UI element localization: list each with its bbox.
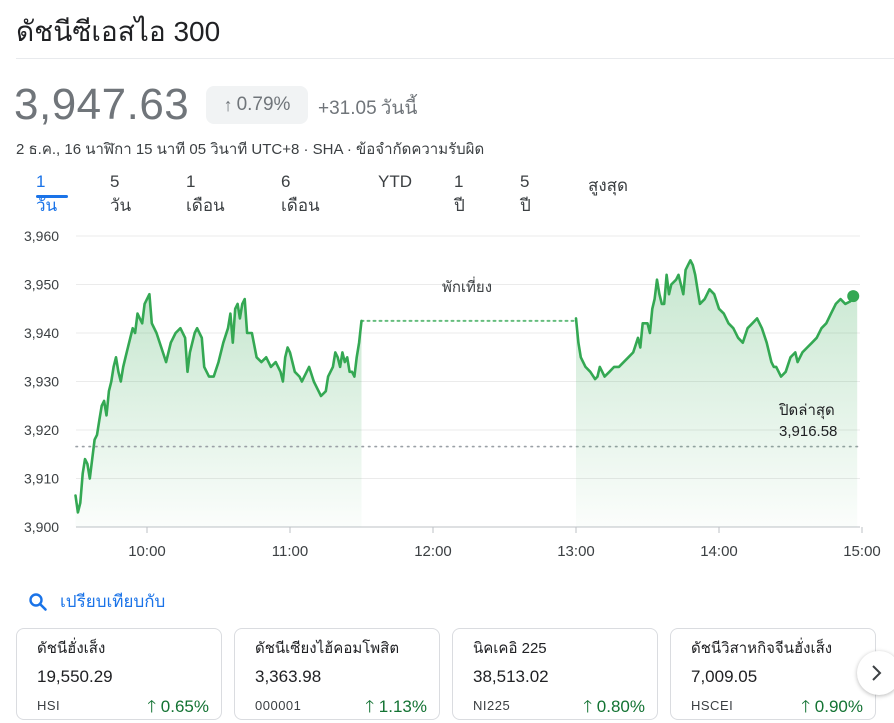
arrow-up-icon: 🡑 bbox=[147, 697, 157, 716]
y-tick-label: 3,960 bbox=[24, 228, 59, 244]
compare-label: เปรียบเทียบกับ bbox=[60, 592, 166, 611]
card-change-value: 0.65% bbox=[160, 697, 209, 716]
next-cards-button[interactable] bbox=[857, 651, 894, 695]
tab-1-year[interactable]: 1 ปี bbox=[454, 172, 465, 215]
y-tick-label: 3,950 bbox=[24, 277, 59, 293]
header-divider bbox=[16, 58, 894, 59]
page-title: ดัชนีซีเอสไอ 300 bbox=[16, 16, 221, 47]
active-tab-indicator bbox=[36, 195, 68, 198]
y-tick-label: 3,920 bbox=[24, 422, 59, 438]
morning-session-line bbox=[74, 292, 363, 514]
y-tick-label: 3,930 bbox=[24, 374, 59, 390]
compare-card-hsi[interactable]: ดัชนีฮั่งเส็ง 19,550.29 HSI 🡑 0.65% bbox=[16, 628, 222, 720]
card-change: 🡑 0.80% bbox=[583, 694, 645, 723]
card-ticker: 000001 bbox=[255, 698, 302, 713]
x-tick-label: 10:00 bbox=[128, 543, 166, 560]
previous-close-label: ปิดล่าสุด bbox=[778, 402, 835, 420]
compare-card-000001[interactable]: ดัชนีเซียงไฮ้คอมโพสิต 3,363.98 000001 🡑 … bbox=[234, 628, 440, 720]
tab-ytd[interactable]: YTD bbox=[378, 172, 412, 191]
card-name: ดัชนีวิสาหกิจจีนฮั่งเส็ง bbox=[691, 640, 833, 657]
tab-1-month[interactable]: 1 เดือน bbox=[186, 172, 225, 215]
x-tick-label: 12:00 bbox=[414, 543, 452, 560]
search-icon bbox=[29, 592, 47, 611]
tab-5-days[interactable]: 5 วัน bbox=[110, 172, 132, 215]
compare-button[interactable]: เปรียบเทียบกับ bbox=[28, 588, 165, 615]
y-tick-label: 3,940 bbox=[24, 325, 59, 341]
card-name: ดัชนีเซียงไฮ้คอมโพสิต bbox=[255, 640, 400, 657]
tab-1-day[interactable]: 1 วัน bbox=[36, 172, 58, 215]
percent-change-badge: ↑ 0.79% bbox=[206, 86, 308, 124]
card-change-value: 0.80% bbox=[596, 697, 645, 716]
absolute-change: +31.05 วันนี้ bbox=[318, 93, 417, 123]
x-tick-label: 13:00 bbox=[557, 543, 595, 560]
card-value: 7,009.05 bbox=[691, 667, 758, 686]
quote-meta: 2 ธ.ค., 16 นาฬิกา 15 นาที 05 วินาที UTC+… bbox=[16, 141, 485, 158]
card-change-value: 0.90% bbox=[814, 697, 863, 716]
lunch-break-label: พักเที่ยง bbox=[442, 276, 492, 296]
x-tick-label: 15:00 bbox=[843, 543, 881, 560]
y-tick-label: 3,910 bbox=[24, 471, 59, 487]
card-value: 19,550.29 bbox=[37, 667, 113, 686]
card-ticker: HSI bbox=[37, 698, 61, 713]
card-name: ดัชนีฮั่งเส็ง bbox=[37, 640, 106, 657]
current-price: 3,947.63 bbox=[14, 80, 190, 129]
card-ticker: NI225 bbox=[473, 698, 511, 713]
change-period: วันนี้ bbox=[380, 98, 418, 119]
card-change: 🡑 0.90% bbox=[801, 694, 863, 723]
tab-max[interactable]: สูงสุด bbox=[588, 176, 629, 195]
price-chart[interactable]: 3,960 3,950 3,940 3,930 3,920 3,910 3,900 10:00… bbox=[0, 215, 894, 565]
card-change: 🡑 1.13% bbox=[365, 694, 427, 723]
percent-change-value: 0.79% bbox=[236, 94, 291, 115]
absolute-change-value: +31.05 bbox=[318, 98, 377, 119]
chevron-right-icon bbox=[872, 665, 882, 681]
tab-5-years[interactable]: 5 ปี bbox=[520, 172, 531, 215]
x-tick-label: 11:00 bbox=[272, 543, 308, 560]
morning-session-area bbox=[75, 294, 362, 527]
arrow-up-icon: 🡑 bbox=[801, 697, 811, 716]
card-name: นิคเคอิ 225 bbox=[473, 640, 547, 657]
arrow-up-icon: ↑ bbox=[223, 94, 233, 115]
previous-close-value: 3,916.58 bbox=[779, 423, 837, 440]
card-value: 38,513.02 bbox=[473, 667, 549, 686]
compare-card-hscei[interactable]: ดัชนีวิสาหกิจจีนฮั่งเส็ง 7,009.05 HSCEI … bbox=[670, 628, 876, 720]
tab-6-months[interactable]: 6 เดือน bbox=[281, 172, 320, 215]
y-tick-label: 3,900 bbox=[24, 519, 59, 535]
arrow-up-icon: 🡑 bbox=[365, 697, 375, 716]
x-tick-label: 14:00 bbox=[700, 543, 738, 560]
arrow-up-icon: 🡑 bbox=[583, 697, 593, 716]
last-price-dot bbox=[847, 290, 860, 303]
card-change: 🡑 0.65% bbox=[147, 694, 209, 723]
afternoon-session-line bbox=[574, 259, 859, 381]
card-value: 3,363.98 bbox=[255, 667, 322, 686]
compare-card-ni225[interactable]: นิคเคอิ 225 38,513.02 NI225 🡑 0.80% bbox=[452, 628, 658, 720]
card-change-value: 1.13% bbox=[378, 697, 427, 716]
afternoon-session-area bbox=[576, 260, 858, 527]
card-ticker: HSCEI bbox=[691, 698, 734, 713]
